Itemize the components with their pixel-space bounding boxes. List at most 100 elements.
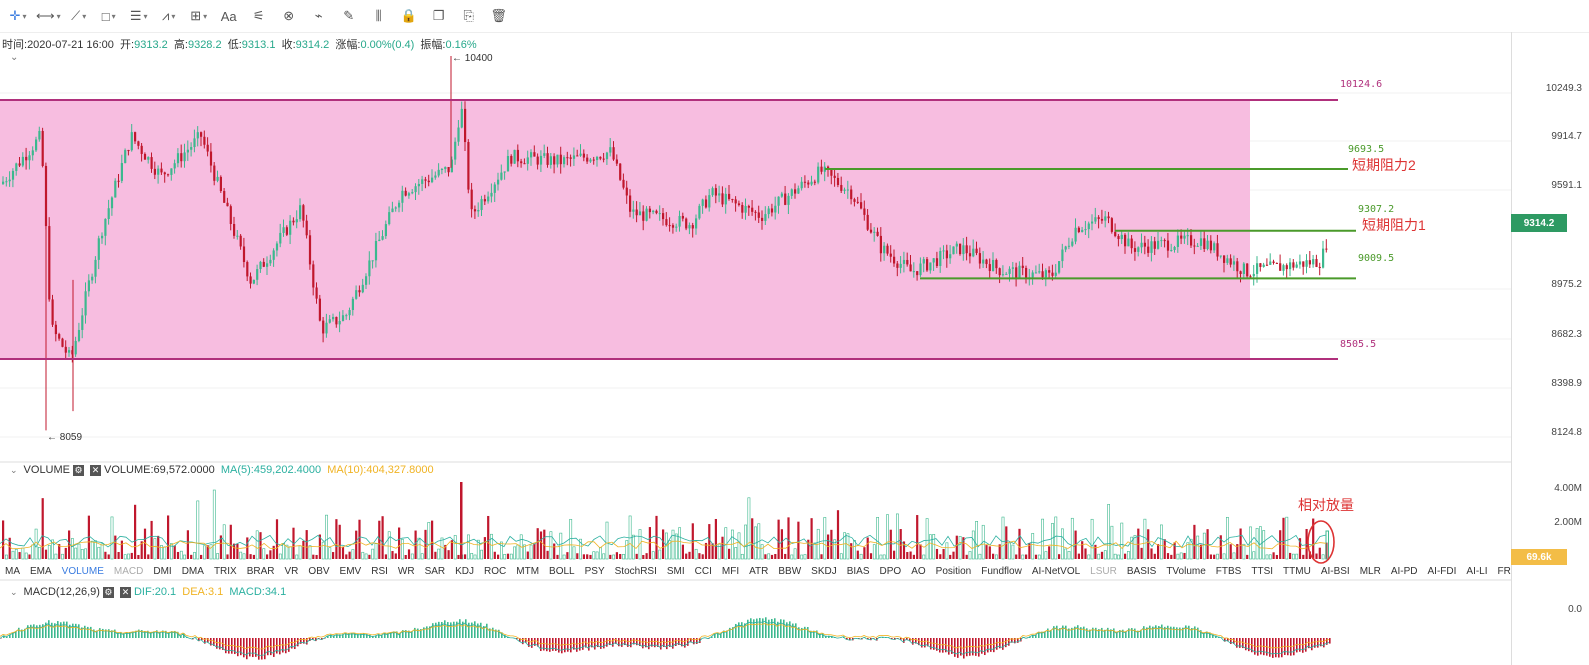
indicator-tab-tvolume[interactable]: TVolume <box>1166 566 1206 577</box>
indicator-tab-mfi[interactable]: MFI <box>721 566 740 577</box>
indicator-tab-dpo[interactable]: DPO <box>879 566 902 577</box>
indicator-tab-trix[interactable]: TRIX <box>213 566 237 577</box>
lock-icon[interactable]: 🔒 <box>400 8 417 23</box>
macd-histogram-bar <box>1293 638 1295 656</box>
indicator-tab-ema[interactable]: EMA <box>30 566 52 577</box>
macd-histogram-bar <box>144 630 146 638</box>
volume-settings-icon[interactable]: ⚙ <box>73 464 85 476</box>
indicator-tab-dma[interactable]: DMA <box>181 566 204 577</box>
indicator-tab-vr[interactable]: VR <box>284 566 299 577</box>
volume-bar <box>147 554 150 559</box>
candle-body <box>833 175 836 178</box>
indicator-tab-sar[interactable]: SAR <box>424 566 446 577</box>
indicator-tab-psy[interactable]: PSY <box>584 566 605 577</box>
indicator-tab-bias[interactable]: BIAS <box>846 566 870 577</box>
macd-histogram-bar <box>849 638 851 641</box>
macd-histogram-bar <box>900 638 902 640</box>
macd-histogram-bar <box>1038 631 1040 638</box>
indicator-tab-ma[interactable]: MA <box>5 566 20 577</box>
volume-bar <box>1186 542 1190 560</box>
macd-close-icon[interactable]: ✕ <box>119 586 131 598</box>
indicator-tab-bbw[interactable]: BBW <box>778 566 802 577</box>
indicator-tab-mlr[interactable]: MLR <box>1359 566 1381 577</box>
fib-icon[interactable]: ⚟ <box>252 8 265 23</box>
volume-bar <box>61 553 64 560</box>
price-chart[interactable] <box>0 32 1511 665</box>
candle-body <box>1318 266 1321 268</box>
macd-histogram-bar <box>846 638 848 640</box>
indicator-tab-ai-bsi[interactable]: AI-BSI <box>1320 566 1350 577</box>
indicator-tab-position[interactable]: Position <box>935 566 972 577</box>
candle-body <box>579 153 582 156</box>
indicator-tab-ai-pd[interactable]: AI-PD <box>1390 566 1418 577</box>
indicator-tab-stochrsi[interactable]: StochRSI <box>614 566 657 577</box>
volume-bar <box>233 543 236 559</box>
candle-body <box>1199 238 1203 246</box>
macd-collapse-icon[interactable]: ⌄ <box>10 586 18 597</box>
rectangle-icon[interactable]: □ ▾ <box>101 8 116 24</box>
crosshair-icon[interactable]: ✛ ▾ <box>9 8 27 23</box>
indicator-tab-ttsi[interactable]: TTSI <box>1251 566 1274 577</box>
indicator-tab-brar[interactable]: BRAR <box>246 566 275 577</box>
indicator-tab-kdj[interactable]: KDJ <box>455 566 475 577</box>
indicator-tab-roc[interactable]: ROC <box>484 566 507 577</box>
candle-body <box>965 245 968 254</box>
screenshot-icon[interactable]: ⎘ <box>463 8 474 23</box>
candle-body <box>843 189 846 191</box>
indicator-tab-cci[interactable]: CCI <box>694 566 712 577</box>
trash-icon[interactable]: 🗑 <box>490 8 507 23</box>
macd-settings-icon[interactable]: ⚙ <box>102 586 114 598</box>
trend-line-icon[interactable]: ⟋ ▾ <box>71 8 87 23</box>
macd-histogram-bar <box>108 629 110 638</box>
indicator-tab-atr[interactable]: ATR <box>749 566 769 577</box>
indicator-tab-macd[interactable]: MACD <box>113 566 144 577</box>
indicator-tab-skdj[interactable]: SKDJ <box>811 566 837 577</box>
indicator-tab-emv[interactable]: EMV <box>339 566 362 577</box>
candle-body <box>780 193 783 197</box>
pen-icon[interactable]: ✎ <box>343 8 355 23</box>
volume-close-icon[interactable]: ✕ <box>90 464 102 476</box>
macd-histogram-bar <box>552 638 554 651</box>
collapse-chevron-icon[interactable]: ⌄ <box>10 52 19 63</box>
candle-body <box>107 208 110 219</box>
copy-icon[interactable]: ❐ <box>432 8 445 23</box>
horizontal-line-icon[interactable]: ⟷ ▾ <box>36 8 61 23</box>
indicator-tab-ai-fdi[interactable]: AI-FDI <box>1427 566 1457 577</box>
indicator-tab-dmi[interactable]: DMI <box>153 566 172 577</box>
indicator-tab-ftbs[interactable]: FTBS <box>1215 566 1242 577</box>
candle-body <box>691 225 694 229</box>
indicator-tab-wr[interactable]: WR <box>397 566 415 577</box>
candle-body <box>1312 259 1315 265</box>
indicator-tab-ttmu[interactable]: TTMU <box>1283 566 1311 577</box>
volume-bar <box>767 553 771 560</box>
level-label-bottom: 8505.5 <box>1340 339 1377 350</box>
volume-bar <box>394 553 397 559</box>
high-value: 9328.2 <box>187 39 222 51</box>
indicator-tab-fundflow[interactable]: Fundflow <box>981 566 1022 577</box>
indicator-tab-volume[interactable]: VOLUME <box>61 566 104 577</box>
volume-collapse-icon[interactable]: ⌄ <box>10 464 18 475</box>
measure-icon[interactable]: ⊞ ▾ <box>190 8 208 23</box>
indicator-tab-ai-netvol[interactable]: AI-NetVOL <box>1031 566 1081 577</box>
indicator-tab-boll[interactable]: BOLL <box>549 566 575 577</box>
candle-body <box>1259 263 1262 267</box>
indicator-tab-obv[interactable]: OBV <box>308 566 330 577</box>
indicator-tab-rsi[interactable]: RSI <box>371 566 388 577</box>
indicator-tab-lsur[interactable]: LSUR <box>1090 566 1117 577</box>
indicator-tab-mtm[interactable]: MTM <box>516 566 540 577</box>
bars-icon[interactable]: ⫼ <box>375 8 382 23</box>
wave-pattern-icon[interactable]: ⩘ ▾ <box>161 8 176 23</box>
indicator-tab-ao[interactable]: AO <box>911 566 926 577</box>
indicator-tab-basis[interactable]: BASIS <box>1126 566 1157 577</box>
indicator-tab-ai-li[interactable]: AI-LI <box>1466 566 1488 577</box>
volume-bar <box>1179 552 1183 560</box>
indicator-tab-smi[interactable]: SMI <box>666 566 685 577</box>
text-icon[interactable]: Aa <box>220 8 237 24</box>
ruler-icon[interactable]: ⌁ <box>314 8 323 23</box>
magnet-icon[interactable]: ⊗ <box>283 8 295 23</box>
indicator-tab-fr[interactable]: FR <box>1497 566 1511 577</box>
parallel-lines-icon[interactable]: ☰ ▾ <box>129 8 148 23</box>
macd-histogram-bar <box>585 638 587 648</box>
price-axis[interactable]: 10249.3 9914.7 9591.1 8975.2 8682.3 8398.9 812… <box>1511 32 1589 665</box>
volume-bar <box>1001 516 1005 560</box>
